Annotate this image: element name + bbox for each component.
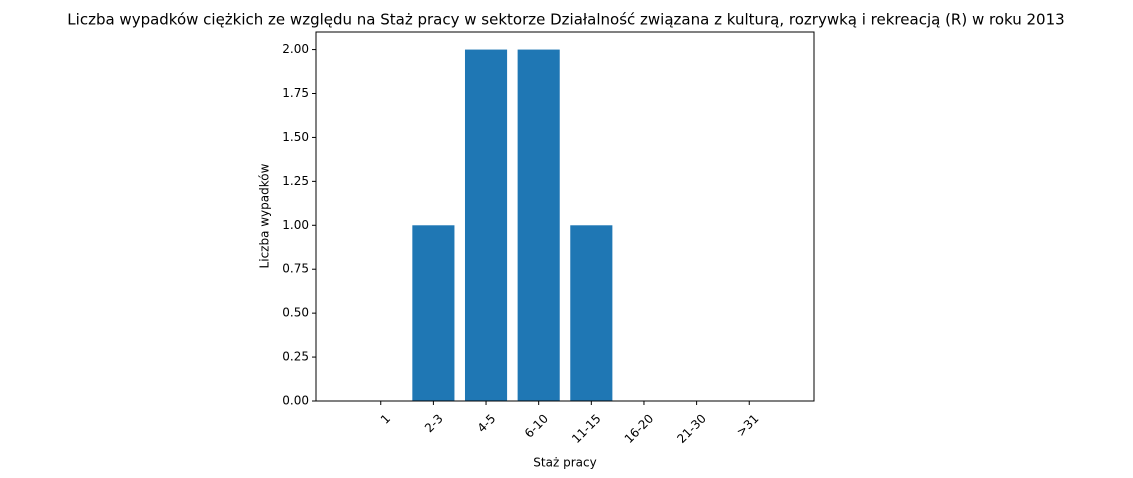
x-tick-label: 11-15 <box>569 411 604 446</box>
x-tick-label: 2-3 <box>422 411 446 435</box>
y-tick-label: 2.00 <box>282 42 309 56</box>
y-tick-label: 1.75 <box>282 86 309 100</box>
y-tick-label: 0.75 <box>282 262 309 276</box>
x-tick-label: 6-10 <box>522 411 551 440</box>
x-axis-label: Staż pracy <box>533 456 596 470</box>
x-tick-label: 4-5 <box>475 411 499 435</box>
y-tick-label: 0.00 <box>282 394 309 408</box>
y-tick-label: 0.25 <box>282 350 309 364</box>
chart-title: Liczba wypadków ciężkich ze względu na S… <box>67 11 1064 29</box>
x-tick-label: 21-30 <box>674 411 709 446</box>
x-tick-label: 1 <box>378 411 393 426</box>
y-tick-label: 1.25 <box>282 174 309 188</box>
y-tick-label: 1.50 <box>282 130 309 144</box>
plot-area: 0.00 0.25 0.50 0.75 1.00 1.25 1.50 1.75 2.00 1 2-3… <box>282 31 815 446</box>
y-axis-label: Liczba wypadków <box>258 163 272 268</box>
x-tick-label: 16-20 <box>622 411 657 446</box>
y-tick-label: 0.50 <box>282 306 309 320</box>
bar-11-15 <box>570 225 613 401</box>
plot-frame <box>315 31 815 402</box>
x-tick-label: >31 <box>734 411 762 439</box>
bar-2-3 <box>412 225 455 401</box>
bar-4-5 <box>464 49 508 401</box>
bar-6-10 <box>517 49 560 401</box>
y-tick-label: 1.00 <box>282 218 309 232</box>
